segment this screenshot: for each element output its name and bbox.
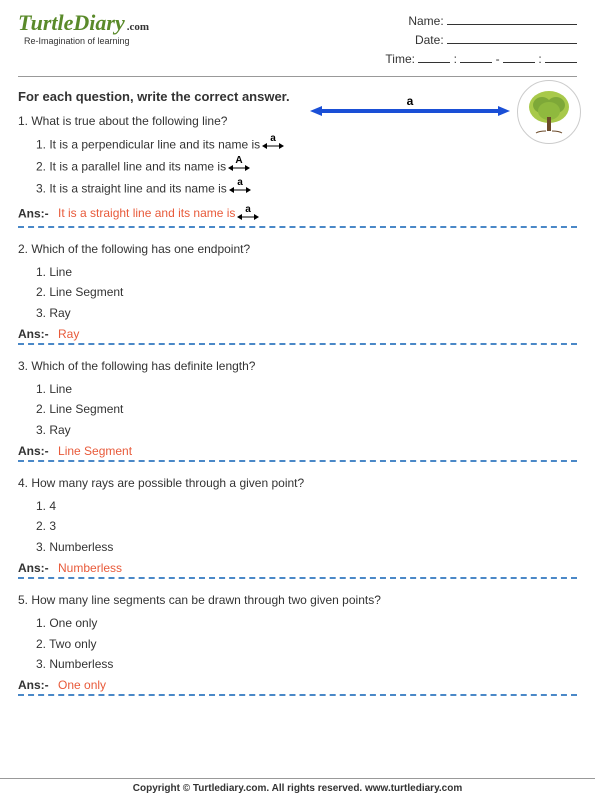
option: 1. Line bbox=[36, 379, 577, 399]
name-blank[interactable] bbox=[447, 24, 577, 25]
options-list: 1. Line2. Line Segment3. Ray bbox=[36, 262, 577, 323]
answer-label: Ans:- bbox=[18, 327, 49, 341]
question-line-figure: a bbox=[310, 94, 510, 121]
options-list: 1. Line2. Line Segment3. Ray bbox=[36, 379, 577, 440]
time-blank-4[interactable] bbox=[545, 62, 577, 63]
option: 3. Numberless bbox=[36, 537, 577, 557]
info-block: Name: Date: Time: : - : bbox=[385, 12, 577, 70]
logo-text: TurtleDiary.com bbox=[18, 12, 149, 34]
question: 1. What is true about the following line… bbox=[18, 114, 577, 228]
logo-dotcom: .com bbox=[127, 21, 149, 33]
option: 2. It is a parallel line and its name is… bbox=[36, 156, 577, 178]
answer-text: One only bbox=[58, 678, 106, 692]
date-label: Date: bbox=[415, 33, 444, 47]
time-blank-1[interactable] bbox=[418, 62, 450, 63]
time-blank-2[interactable] bbox=[460, 62, 492, 63]
answer-label: Ans:- bbox=[18, 444, 49, 458]
question-text: 3. Which of the following has definite l… bbox=[18, 359, 577, 373]
option: 2. 3 bbox=[36, 516, 577, 536]
option: 1. 4 bbox=[36, 496, 577, 516]
date-blank[interactable] bbox=[447, 43, 577, 44]
answer-row: Ans:- One only bbox=[18, 678, 577, 696]
question-text: 5. How many line segments can be drawn t… bbox=[18, 593, 577, 607]
options-list: 1. One only2. Two only3. Numberless bbox=[36, 613, 577, 674]
answer-label: Ans:- bbox=[18, 561, 49, 575]
header-rule bbox=[18, 76, 577, 77]
svg-text:a: a bbox=[246, 205, 252, 215]
answer-label: Ans:- bbox=[18, 206, 49, 220]
answer-label: Ans:- bbox=[18, 678, 49, 692]
option: 3. Ray bbox=[36, 420, 577, 440]
option: 2. Line Segment bbox=[36, 282, 577, 302]
tree-icon bbox=[517, 80, 581, 144]
time-blank-3[interactable] bbox=[503, 62, 535, 63]
logo-tagline: Re-Imagination of learning bbox=[24, 36, 149, 46]
questions-list: 1. What is true about the following line… bbox=[18, 114, 577, 697]
svg-text:A: A bbox=[235, 156, 242, 166]
option: 2. Line Segment bbox=[36, 399, 577, 419]
time-label: Time: bbox=[385, 52, 415, 66]
question-text: 4. How many rays are possible through a … bbox=[18, 476, 577, 490]
option: 1. It is a perpendicular line and its na… bbox=[36, 134, 577, 156]
header: TurtleDiary.com Re-Imagination of learni… bbox=[18, 12, 577, 70]
answer-text: It is a straight line and its name is bbox=[58, 206, 235, 220]
option: 1. One only bbox=[36, 613, 577, 633]
options-list: 1. 42. 33. Numberless bbox=[36, 496, 577, 557]
question-text: 2. Which of the following has one endpoi… bbox=[18, 242, 577, 256]
answer-row: Ans:- Ray bbox=[18, 327, 577, 345]
svg-text:a: a bbox=[270, 134, 276, 144]
option: 3. It is a straight line and its name is… bbox=[36, 178, 577, 200]
option: 3. Ray bbox=[36, 303, 577, 323]
name-label: Name: bbox=[408, 14, 443, 28]
logo-block: TurtleDiary.com Re-Imagination of learni… bbox=[18, 12, 149, 46]
answer-text: Ray bbox=[58, 327, 79, 341]
answer-text: Numberless bbox=[58, 561, 122, 575]
answer-row: Ans:- It is a straight line and its name… bbox=[18, 205, 577, 228]
question: 2. Which of the following has one endpoi… bbox=[18, 242, 577, 345]
answer-row: Ans:- Numberless bbox=[18, 561, 577, 579]
svg-text:a: a bbox=[237, 178, 243, 188]
options-list: 1. It is a perpendicular line and its na… bbox=[36, 134, 577, 201]
double-arrow-icon bbox=[310, 104, 510, 118]
option: 3. Numberless bbox=[36, 654, 577, 674]
logo-brand: TurtleDiary bbox=[18, 10, 125, 35]
footer-text: Copyright © Turtlediary.com. All rights … bbox=[0, 778, 595, 794]
option: 2. Two only bbox=[36, 634, 577, 654]
answer-row: Ans:- Line Segment bbox=[18, 444, 577, 462]
answer-text: Line Segment bbox=[58, 444, 132, 458]
option: 1. Line bbox=[36, 262, 577, 282]
question: 3. Which of the following has definite l… bbox=[18, 359, 577, 462]
question: 5. How many line segments can be drawn t… bbox=[18, 593, 577, 696]
question: 4. How many rays are possible through a … bbox=[18, 476, 577, 579]
